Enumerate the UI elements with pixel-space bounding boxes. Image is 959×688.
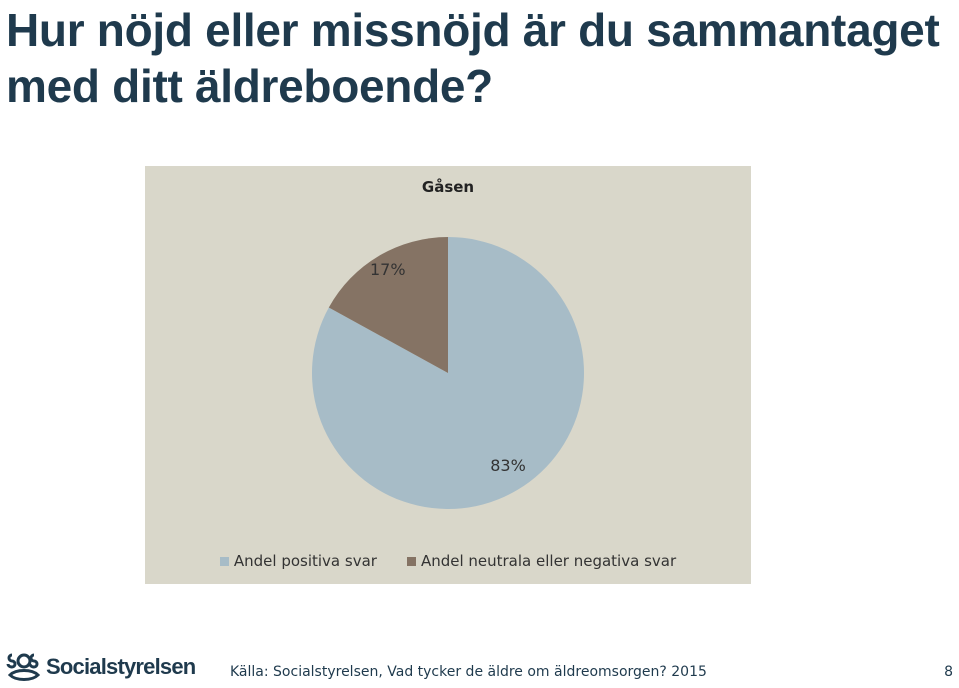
legend-item-neutral-negative: Andel neutrala eller negativa svar <box>406 552 677 570</box>
socialstyrelsen-logo: Socialstyrelsen <box>6 650 196 684</box>
chart-legend: Andel positiva svar Andel neutrala eller… <box>145 552 751 570</box>
legend-label-neutral-negative: Andel neutrala eller negativa svar <box>420 552 677 570</box>
logo-text: Socialstyrelsen <box>46 654 196 679</box>
legend-swatch-neutral-negative <box>406 556 416 566</box>
legend-item-positive: Andel positiva svar <box>219 552 377 570</box>
data-label-neutral-negative: 17% <box>370 260 406 279</box>
chart-title: Gåsen <box>421 178 475 196</box>
data-label-positive: 83% <box>490 456 526 475</box>
chart-panel: Gåsen 83% 17% Andel positiva svar Andel n… <box>145 166 751 584</box>
source-note: Källa: Socialstyrelsen, Vad tycker de äl… <box>230 664 707 680</box>
pie-slice-neutral-negative <box>328 237 448 373</box>
legend-label-positive: Andel positiva svar <box>233 552 377 570</box>
pie-chart: 83% 17% <box>312 237 584 509</box>
slide-title: Hur nöjd eller missnöjd är du sammantage… <box>6 4 940 112</box>
logo-mark-icon <box>6 653 41 681</box>
page-number: 8 <box>944 664 953 680</box>
legend-swatch-positive <box>219 556 229 566</box>
